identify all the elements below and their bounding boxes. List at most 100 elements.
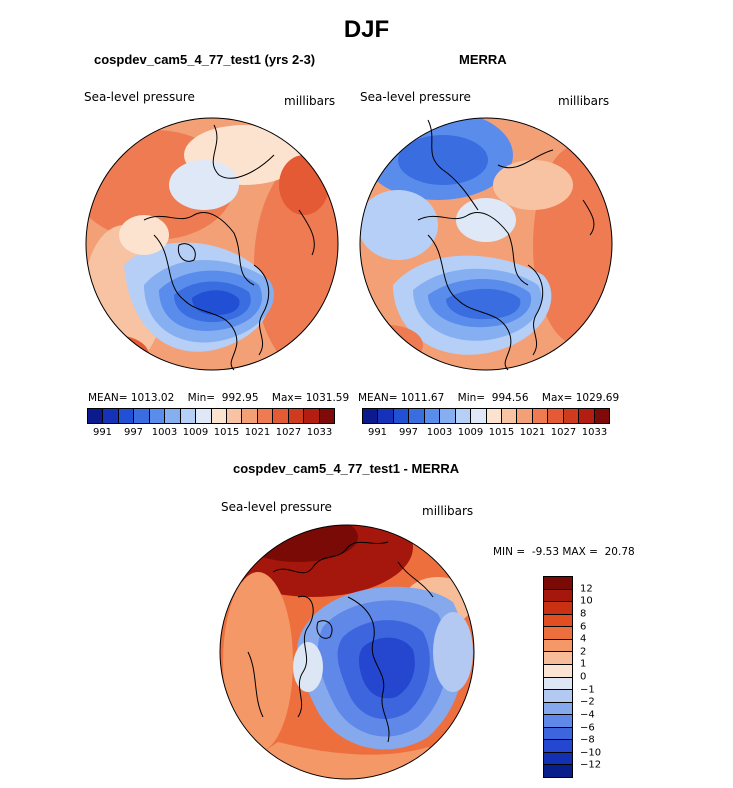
obs-colorbar-swatch (378, 409, 394, 423)
model-colorbar-tick-label: 1021 (244, 427, 271, 438)
model-colorbar-swatch (149, 409, 166, 423)
diff-colorbar-swatch (544, 677, 572, 691)
obs-colorbar-tick-label: 1015 (488, 427, 515, 438)
obs-colorbar-tick-label: 1027 (550, 427, 577, 438)
obs-colorbar-tick-label: 1021 (519, 427, 546, 438)
diff-colorbar-tick-label: 0 (580, 671, 587, 683)
obs-colorbar-swatch (409, 409, 425, 423)
obs-colorbar-swatch (532, 409, 549, 423)
model-stats: MEAN= 1013.02 Min= 992.95 Max= 1031.59 (88, 392, 350, 404)
diff-colorbar (543, 576, 573, 778)
page-title: DJF (343, 16, 390, 43)
model-colorbar-tick-label: 1003 (151, 427, 178, 438)
diff-colorbar-tick-label: −6 (580, 722, 595, 733)
diff-colorbar-swatch (544, 664, 572, 678)
model-colorbar-tick-label: 1009 (182, 427, 209, 438)
diff-colorbar-swatch (544, 602, 572, 615)
model-colorbar-swatch (288, 409, 305, 423)
diff-variable-label: Sea-level pressure (221, 500, 332, 514)
obs-colorbar-swatch (486, 409, 502, 423)
diff-colorbar-swatch (544, 589, 572, 603)
diff-stats: MIN = -9.53 MAX = 20.78 (493, 546, 635, 558)
model-colorbar-ticks: 991 997 1003 1009 1015 1021 1027 1033 (87, 427, 335, 441)
diff-colorbar-swatch (544, 652, 572, 665)
obs-colorbar-swatch (440, 409, 456, 423)
model-colorbar-swatch (103, 409, 119, 423)
obs-colorbar-swatch (594, 409, 609, 423)
diff-colorbar-ticks: 12 10 8 6 4 2 1 0 −1 −2 −4 −6 −8 −10 −12 (580, 576, 620, 778)
obs-colorbar-tick-label: 991 (367, 427, 388, 438)
model-panel-title: cospdev_cam5_4_77_test1 (yrs 2-3) (94, 52, 316, 67)
model-colorbar-swatch (257, 409, 274, 423)
model-colorbar-tick-label: 1027 (275, 427, 302, 438)
obs-colorbar-tick-label: 1033 (581, 427, 608, 438)
model-colorbar-swatch (180, 409, 197, 423)
diff-coastlines (247, 541, 434, 743)
diff-colorbar-tick-label: −1 (580, 684, 595, 696)
model-colorbar-tick-label: 997 (123, 427, 144, 438)
diff-panel-title: cospdev_cam5_4_77_test1 - MERRA (233, 461, 460, 476)
diff-colorbar-tick-label: 1 (580, 658, 587, 670)
diff-colorbar-swatch (544, 627, 572, 640)
diff-colorbar-tick-label: −4 (580, 709, 595, 721)
obs-colorbar (362, 408, 610, 424)
obs-colorbar-swatch (563, 409, 580, 423)
model-colorbar-swatch (304, 409, 320, 423)
model-colorbar-swatch (165, 409, 181, 423)
model-colorbar-swatch (226, 409, 243, 423)
diff-colorbar-tick-label: −2 (580, 696, 595, 708)
model-colorbar-swatch (134, 409, 150, 423)
obs-colorbar-ticks: 991 997 1003 1009 1015 1021 1027 1033 (362, 427, 610, 441)
model-variable-label: Sea-level pressure (84, 90, 195, 104)
model-units-label: millibars (284, 94, 336, 108)
diff-colorbar-swatch (544, 690, 572, 703)
model-colorbar-tick-label: 1015 (213, 427, 240, 438)
obs-colorbar-swatch (501, 409, 518, 423)
model-polar-map (85, 117, 339, 371)
model-colorbar-swatch (196, 409, 212, 423)
diff-colorbar-tick-label: 12 (580, 583, 593, 595)
obs-colorbar-swatch (455, 409, 472, 423)
diff-colorbar-swatch (544, 614, 572, 628)
diff-colorbar-swatch (544, 752, 572, 766)
model-colorbar-tick-label: 991 (92, 427, 113, 438)
obs-colorbar-tick-label: 1009 (457, 427, 484, 438)
obs-colorbar-tick-label: 1003 (426, 427, 453, 438)
obs-panel-title: MERRA (459, 52, 507, 67)
diff-colorbar-tick-label: 6 (580, 621, 587, 632)
model-colorbar-swatch (273, 409, 289, 423)
diff-colorbar-tick-label: 4 (580, 633, 587, 645)
obs-units-label: millibars (558, 94, 610, 108)
diff-colorbar-swatch (544, 715, 572, 728)
obs-polar-map (359, 117, 613, 371)
diff-colorbar-tick-label: −12 (580, 759, 602, 771)
diff-colorbar-tick-label: 10 (580, 595, 593, 607)
obs-colorbar-swatch (393, 409, 410, 423)
model-colorbar (87, 408, 335, 424)
model-coastlines (143, 124, 315, 371)
obs-stats: MEAN= 1011.67 Min= 994.56 Max= 1029.69 (358, 392, 620, 404)
obs-colorbar-swatch (424, 409, 441, 423)
diff-colorbar-swatch (544, 740, 572, 753)
obs-colorbar-swatch (471, 409, 487, 423)
obs-colorbar-swatch (517, 409, 533, 423)
diff-units-label: millibars (422, 504, 474, 518)
model-colorbar-tick-label: 1033 (306, 427, 333, 438)
obs-colorbar-swatch (548, 409, 564, 423)
diff-colorbar-swatch (544, 727, 572, 741)
model-colorbar-swatch (211, 409, 227, 423)
obs-coastlines (417, 119, 595, 371)
diff-colorbar-swatch (544, 702, 572, 716)
obs-colorbar-swatch (363, 409, 379, 423)
model-colorbar-swatch (88, 409, 104, 423)
diff-colorbar-tick-label: 2 (580, 646, 587, 658)
diff-colorbar-tick-label: −8 (580, 734, 595, 746)
diff-colorbar-tick-label: −10 (580, 747, 602, 759)
diff-colorbar-swatch (544, 639, 572, 653)
obs-variable-label: Sea-level pressure (360, 90, 471, 104)
model-colorbar-swatch (242, 409, 258, 423)
diff-colorbar-swatch (544, 765, 572, 777)
diff-colorbar-tick-label: 8 (580, 608, 587, 620)
diff-colorbar-swatch (544, 577, 572, 590)
model-colorbar-swatch (319, 409, 334, 423)
